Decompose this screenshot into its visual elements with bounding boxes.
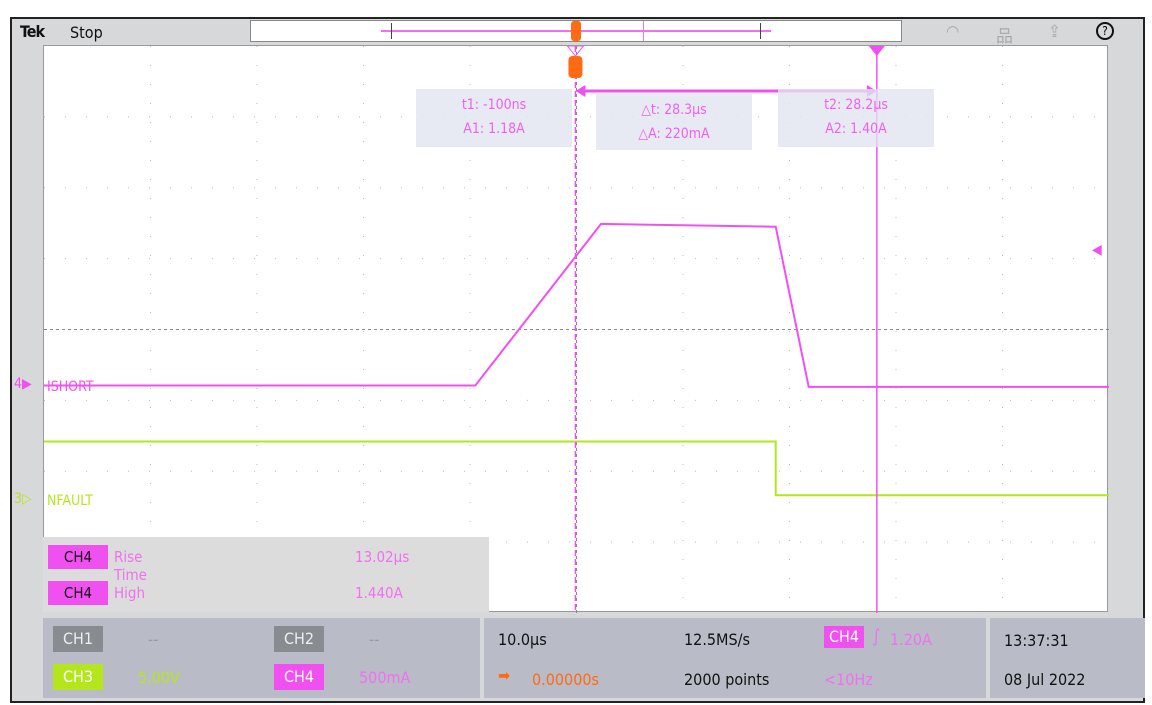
horizontal-trigger-panel[interactable]: 10.0µs 12.5MS/s CH4 ∫ 1.20A ➡ 0.00000s 2…: [484, 618, 986, 698]
ch1-scale: --: [148, 630, 159, 649]
delta-amp: △A: 220mA: [638, 126, 710, 142]
waveform-ch3: [44, 440, 1109, 497]
cursor-t2-readout: t2: 28.2µs A2: 1.40A: [778, 89, 934, 147]
rising-edge-icon: ∫: [872, 626, 881, 647]
cursor-2-handle-icon: [868, 46, 885, 56]
t2-amp: A2: 1.40A: [825, 121, 887, 137]
t1-amp: A1: 1.18A: [463, 121, 525, 137]
trigger-marker-icon: [571, 21, 581, 41]
ch2-scale: --: [369, 630, 380, 649]
measurement-panel: CH4 Rise Time 13.02µs CH4 High 1.440A: [43, 537, 489, 612]
trigger-position-icon: ➡: [498, 666, 511, 685]
delta-time: △t: 28.3µs: [641, 102, 707, 118]
ch4-label: ISHORT: [47, 379, 94, 395]
t1-time: t1: -100ns: [461, 97, 527, 113]
sample-rate: 12.5MS/s: [684, 630, 750, 649]
measurement-row[interactable]: CH4 Rise Time 13.02µs: [48, 545, 409, 584]
cursor-delta-readout: △t: 28.3µs △A: 220mA: [596, 94, 752, 150]
waveform-svg: [44, 46, 1109, 613]
datetime-panel: 13:37:31 08 Jul 2022: [990, 618, 1145, 698]
meas-name: Rise Time: [114, 548, 147, 584]
trigger-position-icon: [568, 56, 583, 78]
cursor-t1-readout: t1: -100ns A1: 1.18A: [416, 89, 572, 147]
waveform-graticule[interactable]: [43, 45, 1109, 613]
channel-panel: CH1 -- CH2 -- CH3 5.00V CH4 500mA: [43, 618, 480, 698]
trigger-source[interactable]: CH4: [824, 626, 864, 648]
time: 13:37:31: [1004, 631, 1069, 650]
ch1-button[interactable]: CH1: [53, 626, 103, 652]
ch4-num: 4: [14, 376, 23, 392]
ch3-num: 3: [14, 491, 23, 507]
help-icon[interactable]: ?: [1096, 22, 1114, 40]
record-length: 2000 points: [684, 670, 770, 689]
ch4-ground-marker[interactable]: 4▶: [14, 376, 32, 392]
waveform-overview[interactable]: [250, 20, 902, 42]
trigger-level-icon[interactable]: ◀: [1092, 242, 1102, 258]
meas-value: 13.02µs: [355, 548, 410, 566]
date: 08 Jul 2022: [1004, 670, 1086, 689]
horizontal-scale[interactable]: 10.0µs: [498, 630, 547, 649]
meas-value: 1.440A: [355, 584, 403, 602]
trigger-level: 1.20A: [890, 630, 932, 649]
wifi-icon[interactable]: ◠: [946, 22, 960, 42]
ch4-button[interactable]: CH4: [274, 664, 324, 690]
ch3-label: NFAULT: [47, 493, 93, 509]
trigger-frequency: <10Hz: [824, 670, 873, 689]
t2-time: t2: 28.2µs: [824, 97, 888, 113]
meas-channel: CH4: [48, 581, 108, 605]
ch3-scale: 5.00V: [138, 668, 180, 687]
ch3-ground-marker[interactable]: 3▷: [14, 491, 32, 507]
trigger-position: 0.00000s: [532, 670, 600, 689]
measurement-row[interactable]: CH4 High 1.440A: [48, 581, 403, 605]
meas-name: High: [114, 584, 146, 602]
waveform-ch4: [44, 222, 1109, 388]
tek-logo: Tek: [20, 22, 45, 41]
export-icon[interactable]: ⇪: [1048, 22, 1061, 42]
cursor-1-handle-icon: [566, 46, 585, 57]
acquisition-state[interactable]: Stop: [70, 23, 103, 42]
ch4-scale: 500mA: [359, 668, 411, 687]
ch3-button[interactable]: CH3: [53, 664, 103, 690]
network-icon[interactable]: 品: [996, 27, 1013, 47]
ch2-button[interactable]: CH2: [274, 626, 324, 652]
status-bar: CH1 -- CH2 -- CH3 5.00V CH4 500mA 10.0µs…: [43, 618, 1145, 698]
meas-channel: CH4: [48, 545, 108, 569]
